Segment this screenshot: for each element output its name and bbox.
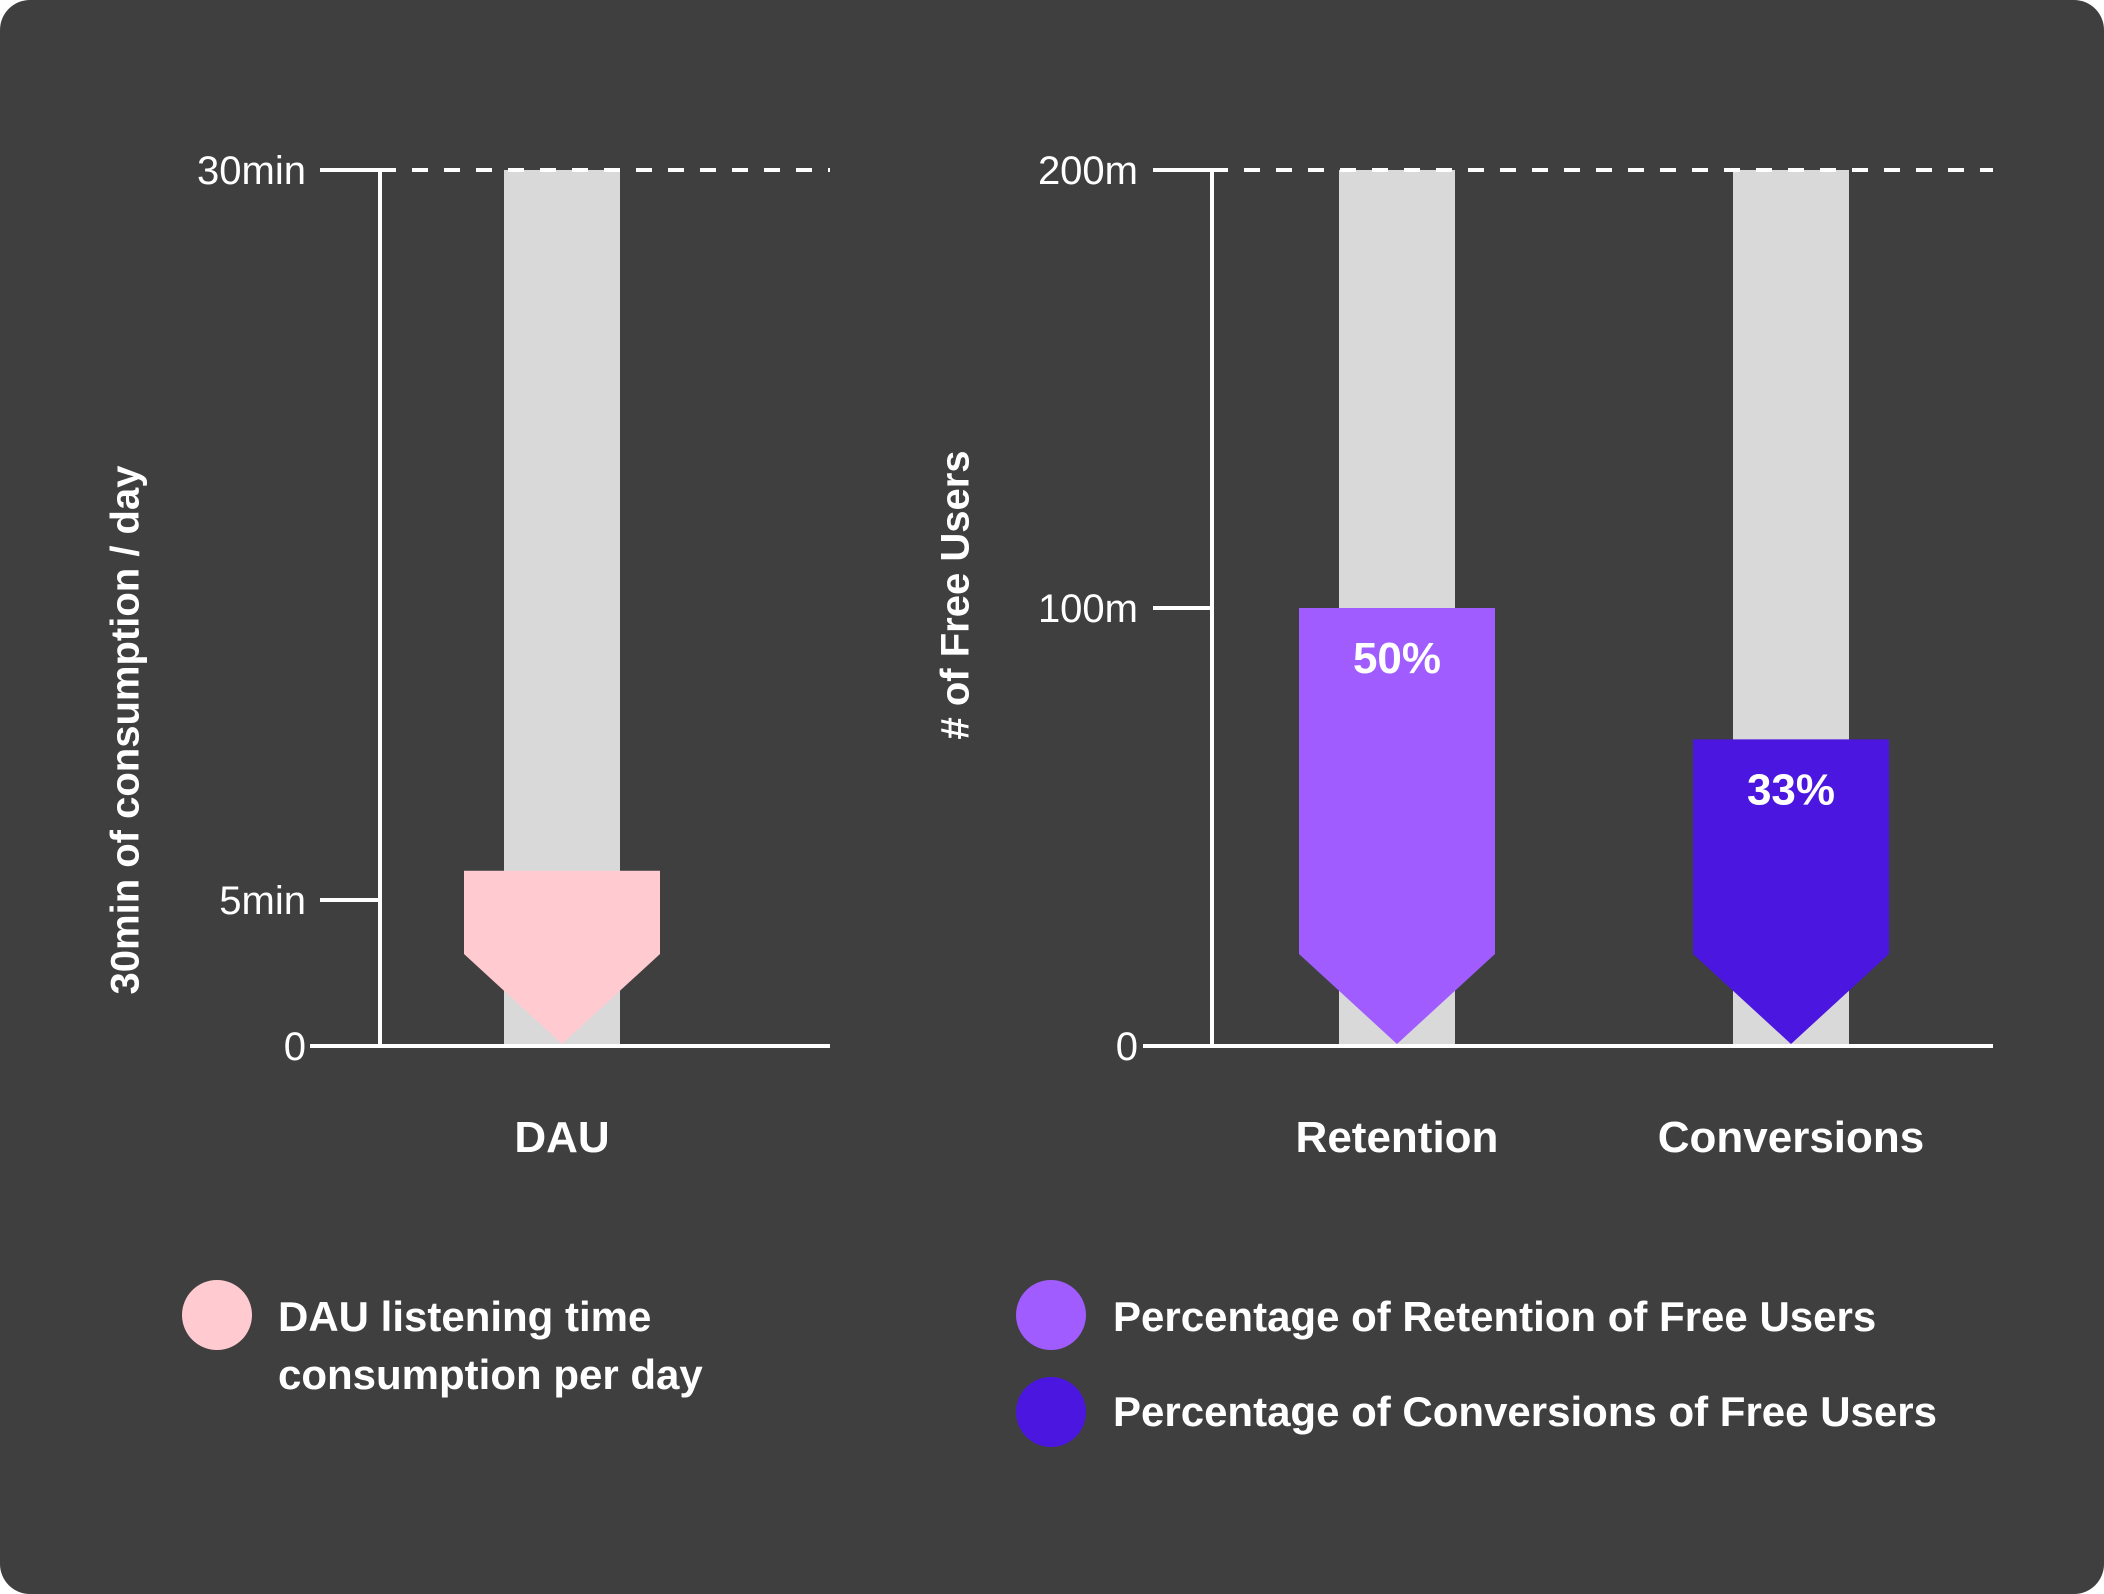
left-y-axis-label: 30min of consumption / day <box>104 465 148 995</box>
right-category-label-conversions: Conversions <box>1658 1113 1925 1162</box>
legend-retention-label: Percentage of Retention of Free Users <box>1113 1293 1876 1340</box>
right-category-label-retention: Retention <box>1296 1113 1499 1162</box>
legend-right: Percentage of Retention of Free Users Pe… <box>1016 1280 1937 1447</box>
right-category-labels: Retention Conversions <box>1296 1113 1925 1162</box>
legend-retention-swatch <box>1016 1280 1086 1350</box>
right-tick-label-2: 200m <box>1038 149 1138 193</box>
right-tick-label-0: 0 <box>1116 1025 1138 1069</box>
right-value-label-retention: 50% <box>1353 634 1441 683</box>
left-y-ticks: 0 5min 30min <box>197 149 380 1069</box>
left-bars <box>464 170 660 1046</box>
right-y-axis-label: # of Free Users <box>934 450 978 739</box>
legend-conversions-label: Percentage of Conversions of Free Users <box>1113 1388 1937 1435</box>
right-y-ticks: 0 100m 200m <box>1038 149 1212 1069</box>
legend-left: DAU listening time consumption per day <box>182 1280 703 1398</box>
right-axes <box>1143 168 1993 1048</box>
right-bar-conversions <box>1693 739 1889 1044</box>
left-tick-label-2: 30min <box>197 149 306 193</box>
right-chart: # of Free Users 0 100m 200m 50% 33% Retenti… <box>934 149 1993 1162</box>
legend-dau-label-line2: consumption per day <box>278 1351 703 1398</box>
left-chart: 30min of consumption / day 0 5min 30min DA… <box>104 149 830 1162</box>
left-bar-dau <box>464 870 660 1044</box>
right-tick-label-1: 100m <box>1038 587 1138 631</box>
left-category-labels: DAU <box>514 1113 609 1162</box>
left-category-label-dau: DAU <box>514 1113 609 1162</box>
legend-dau-swatch <box>182 1280 252 1350</box>
right-bars: 50% 33% <box>1299 170 1889 1046</box>
left-tick-label-1: 5min <box>219 879 306 923</box>
right-value-label-conversions: 33% <box>1747 765 1835 814</box>
legend-dau-label-line1: DAU listening time <box>278 1293 651 1340</box>
legend-conversions-swatch <box>1016 1377 1086 1447</box>
left-tick-label-0: 0 <box>284 1025 306 1069</box>
right-bar-retention <box>1299 608 1495 1044</box>
left-axes <box>310 168 830 1048</box>
